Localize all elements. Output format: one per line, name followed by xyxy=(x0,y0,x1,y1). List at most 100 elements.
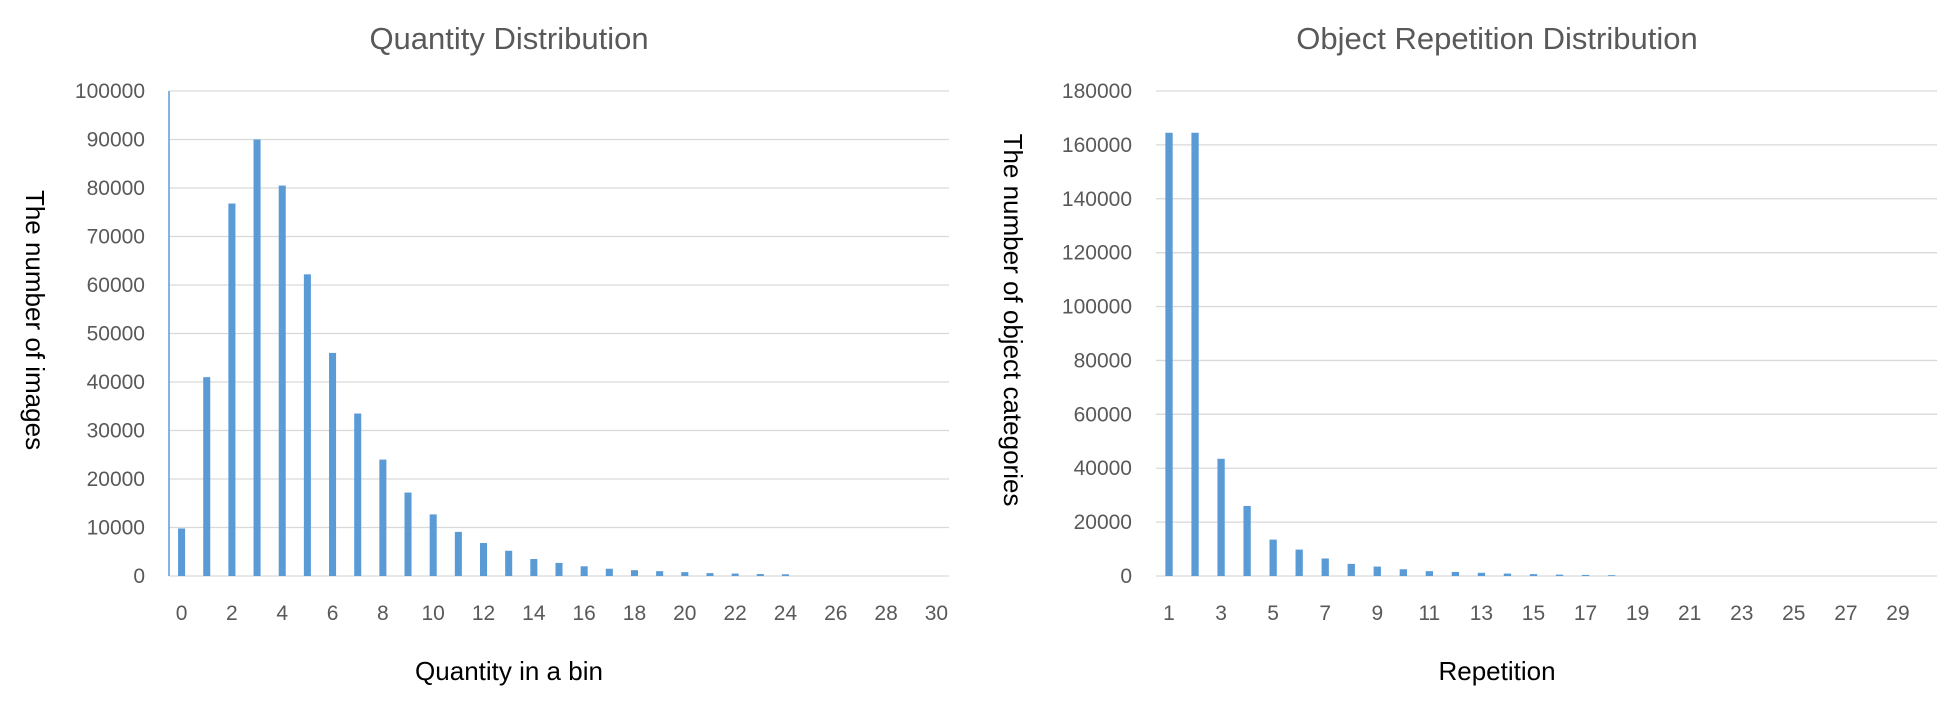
chart1-y-axis-label: The number of object categories xyxy=(998,134,1028,507)
x-tick-label: 12 xyxy=(472,602,495,625)
bar xyxy=(731,573,739,576)
x-tick-label: 24 xyxy=(774,602,798,625)
chart1-gridlines xyxy=(1156,90,1937,577)
x-tick-label: 21 xyxy=(1678,602,1701,625)
y-tick-label: 40000 xyxy=(1074,457,1132,480)
bar xyxy=(354,413,362,576)
x-tick-label: 11 xyxy=(1418,602,1440,625)
bar xyxy=(555,562,563,576)
bar xyxy=(1581,574,1590,576)
bar xyxy=(1165,132,1173,576)
bar xyxy=(605,568,613,576)
y-tick-label: 20000 xyxy=(1074,511,1132,534)
x-tick-label: 3 xyxy=(1215,602,1227,625)
y-tick-label: 180000 xyxy=(1062,80,1132,103)
y-tick-label: 60000 xyxy=(1074,403,1132,426)
chart1-y-tick-labels: 0 20000 40000 60000 80000 100000 120000 140000 1… xyxy=(1062,80,1132,588)
bar xyxy=(1217,458,1225,576)
bar xyxy=(1373,566,1381,576)
bar xyxy=(1607,575,1616,576)
x-tick-label: 8 xyxy=(377,602,389,625)
bar xyxy=(404,492,412,576)
bar xyxy=(429,514,437,576)
bar xyxy=(1295,549,1303,576)
x-tick-label: 5 xyxy=(1267,602,1279,625)
bar xyxy=(1399,569,1407,576)
x-tick-label: 18 xyxy=(623,602,646,625)
y-tick-label: 70000 xyxy=(87,226,145,249)
chart0-gridlines xyxy=(168,90,949,577)
chart0-y-tick-labels: 0 10000 20000 30000 40000 50000 60000 70000 8000… xyxy=(75,80,145,588)
chart1-title: Object Repetition Distribution xyxy=(1296,21,1697,56)
bar xyxy=(781,574,789,576)
quantity-distribution-chart: 0 10000 20000 30000 40000 50000 60000 70000 8000… xyxy=(20,21,949,686)
bar xyxy=(1477,572,1486,576)
bar xyxy=(203,377,211,576)
bar xyxy=(681,572,689,576)
chart0-bars xyxy=(178,139,789,576)
y-tick-label: 160000 xyxy=(1062,134,1132,157)
chart1-x-axis-label: Repetition xyxy=(1438,656,1555,686)
y-tick-label: 30000 xyxy=(87,420,145,443)
x-tick-label: 7 xyxy=(1319,602,1331,625)
bar xyxy=(178,528,186,576)
chart1-x-tick-labels: 1 3 5 7 9 11 13 15 17 19 21 23 25 27 29 xyxy=(1163,602,1909,625)
x-tick-label: 20 xyxy=(673,602,696,625)
x-tick-label: 0 xyxy=(176,602,188,625)
object-repetition-distribution-chart: 0 20000 40000 60000 80000 100000 120000 140000 1… xyxy=(998,21,1937,686)
y-tick-label: 60000 xyxy=(87,274,145,297)
x-tick-label: 25 xyxy=(1782,602,1805,625)
bar xyxy=(253,139,261,576)
bar xyxy=(1243,505,1251,576)
bar xyxy=(630,570,639,576)
bar xyxy=(303,274,311,576)
x-tick-label: 10 xyxy=(422,602,445,625)
x-tick-label: 6 xyxy=(327,602,339,625)
x-tick-label: 17 xyxy=(1574,602,1597,625)
y-tick-label: 80000 xyxy=(87,177,145,200)
y-tick-label: 90000 xyxy=(87,129,145,152)
bar xyxy=(1529,574,1538,576)
y-tick-label: 0 xyxy=(133,565,145,588)
chart1-bars xyxy=(1165,132,1616,576)
y-tick-label: 40000 xyxy=(87,371,145,394)
chart0-y-axis-label: The number of images xyxy=(20,190,50,450)
bar xyxy=(1191,132,1199,576)
x-tick-label: 26 xyxy=(824,602,847,625)
x-tick-label: 9 xyxy=(1371,602,1383,625)
bar xyxy=(530,559,538,576)
y-tick-label: 20000 xyxy=(87,468,145,491)
x-tick-label: 27 xyxy=(1834,602,1857,625)
y-tick-label: 50000 xyxy=(87,323,145,346)
chart0-title: Quantity Distribution xyxy=(369,21,648,56)
bar xyxy=(329,352,337,576)
x-tick-label: 14 xyxy=(522,602,546,625)
bar xyxy=(479,543,488,576)
x-tick-label: 16 xyxy=(572,602,595,625)
y-tick-label: 80000 xyxy=(1074,349,1132,372)
bar xyxy=(228,203,236,576)
bar xyxy=(1347,563,1355,576)
bar xyxy=(454,531,462,576)
bar xyxy=(1321,558,1329,576)
bar xyxy=(1451,571,1460,576)
chart0-x-tick-labels: 0 2 4 6 8 10 12 14 16 18 20 22 24 26 28 30 xyxy=(176,602,948,625)
x-tick-label: 23 xyxy=(1730,602,1753,625)
bar xyxy=(1555,574,1564,576)
y-tick-label: 0 xyxy=(1120,565,1132,588)
x-tick-label: 2 xyxy=(226,602,238,625)
bar xyxy=(1269,539,1277,576)
bar xyxy=(1425,571,1433,576)
x-tick-label: 22 xyxy=(723,602,746,625)
bar xyxy=(379,459,387,576)
bar xyxy=(580,566,588,576)
bar xyxy=(706,573,714,576)
x-tick-label: 30 xyxy=(925,602,948,625)
bar xyxy=(656,571,664,576)
bar xyxy=(1503,573,1512,576)
bar xyxy=(278,185,286,576)
x-tick-label: 13 xyxy=(1470,602,1493,625)
x-tick-label: 4 xyxy=(276,602,288,625)
y-tick-label: 100000 xyxy=(1062,296,1132,319)
